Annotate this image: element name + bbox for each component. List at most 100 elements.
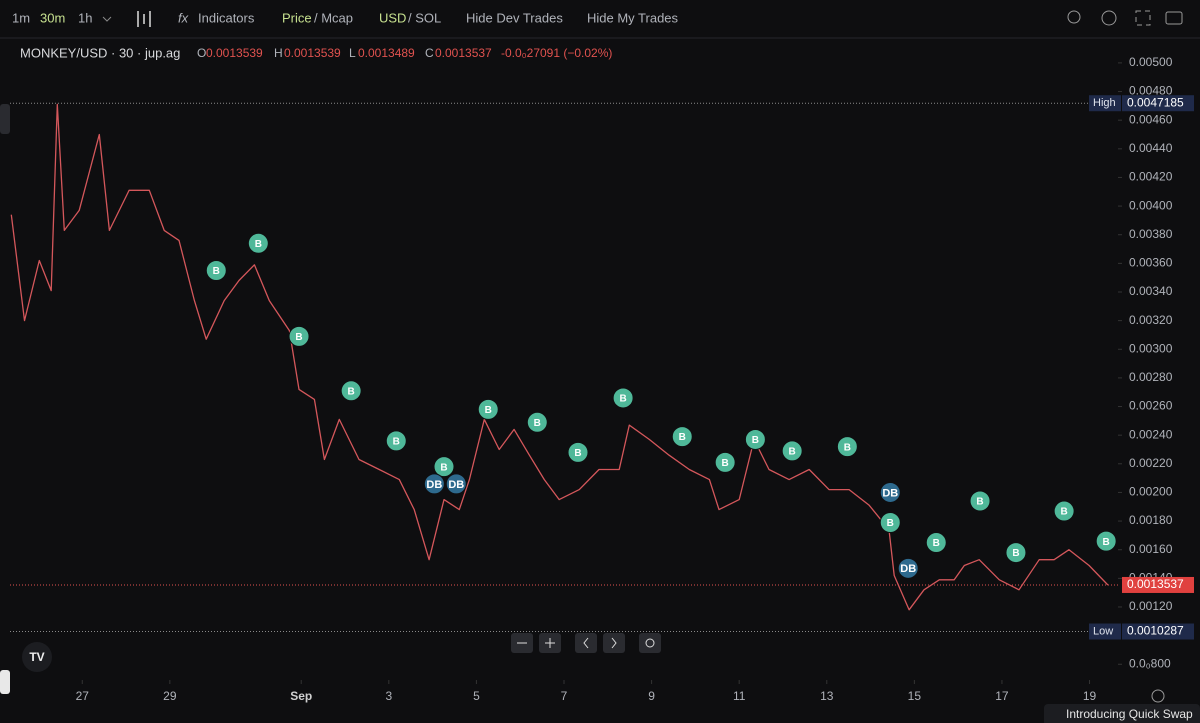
price-tag-label: High bbox=[1093, 97, 1116, 109]
price-tag-value: 0.0047185 bbox=[1127, 95, 1184, 109]
ohlc-label: C bbox=[425, 46, 434, 60]
interval-dropdown[interactable] bbox=[102, 16, 112, 22]
x-tick-label: 27 bbox=[76, 689, 90, 703]
interval-1h[interactable]: 1h bbox=[78, 10, 92, 25]
trade-marker bbox=[879, 481, 901, 503]
price-tag-label-bg bbox=[1089, 95, 1121, 112]
tradingview-logo[interactable] bbox=[22, 642, 52, 672]
trade-marker-label: B bbox=[574, 448, 581, 459]
mcap-toggle[interactable]: / Mcap bbox=[314, 10, 353, 25]
side-tab[interactable] bbox=[0, 670, 10, 694]
ohlc-value: 0.0013489 bbox=[358, 46, 415, 60]
trade-marker bbox=[744, 428, 766, 450]
trade-marker-label: B bbox=[976, 497, 983, 508]
scroll-left[interactable] bbox=[575, 633, 597, 653]
x-tick-label: Sep bbox=[290, 689, 312, 703]
y-tick-label: 0.00200 bbox=[1129, 485, 1173, 499]
chart-type-icon[interactable] bbox=[137, 11, 151, 27]
x-tick-label: 13 bbox=[820, 689, 834, 703]
y-tick-label: 0.00300 bbox=[1129, 341, 1173, 355]
trade-marker bbox=[612, 387, 634, 409]
x-tick-label: 19 bbox=[1083, 689, 1097, 703]
ohlc-label: H bbox=[274, 46, 283, 60]
reset[interactable] bbox=[639, 633, 661, 653]
y-tick-label: 0.00260 bbox=[1129, 399, 1173, 413]
trade-marker bbox=[567, 441, 589, 463]
price-tag-label: Low bbox=[1093, 625, 1113, 637]
trade-marker bbox=[477, 398, 499, 420]
y-tick-label: 0.00160 bbox=[1129, 542, 1173, 556]
quick-swap-text[interactable]: Introducing Quick Swap bbox=[1066, 707, 1193, 721]
price-tag-bg bbox=[1122, 576, 1194, 593]
settings-icon[interactable] bbox=[1101, 10, 1117, 26]
trade-marker-label: DB bbox=[426, 479, 442, 491]
trade-marker bbox=[205, 260, 227, 282]
y-tick-label: 0.00500 bbox=[1129, 55, 1173, 69]
trade-marker-label: B bbox=[485, 405, 492, 416]
ohlc-value: 0.0013537 bbox=[435, 46, 492, 60]
trade-marker bbox=[445, 473, 467, 495]
ohlc-label: L bbox=[349, 46, 356, 60]
hide-dev-trades[interactable]: Hide Dev Trades bbox=[466, 10, 563, 25]
quick-swap-banner[interactable] bbox=[1044, 704, 1200, 723]
trade-marker-label: B bbox=[348, 386, 355, 397]
trade-marker-label: B bbox=[255, 239, 262, 250]
trade-marker-label: B bbox=[752, 435, 759, 446]
zoom-controls bbox=[511, 633, 661, 653]
hide-my-trades[interactable]: Hide My Trades bbox=[587, 10, 679, 25]
side-tab[interactable] bbox=[0, 104, 10, 134]
sol-toggle[interactable]: / SOL bbox=[408, 10, 441, 25]
scroll-right[interactable] bbox=[603, 633, 625, 653]
x-tick-label: 11 bbox=[733, 689, 746, 703]
trade-marker bbox=[526, 411, 548, 433]
trade-marker bbox=[969, 490, 991, 512]
trade-marker bbox=[247, 232, 269, 254]
y-tick-label: 0.00180 bbox=[1129, 513, 1173, 527]
price-tag-label-bg bbox=[1089, 623, 1121, 640]
symbol: MONKEY/USD · 30 · jup.ag bbox=[20, 45, 180, 60]
trade-marker-label: B bbox=[440, 462, 447, 473]
trade-marker bbox=[836, 436, 858, 458]
ohlc-value: 0.0013539 bbox=[206, 46, 263, 60]
y-tick-label: 0.0₀800 bbox=[1129, 656, 1171, 670]
trade-marker bbox=[385, 430, 407, 452]
x-tick-label: 3 bbox=[385, 689, 392, 703]
trade-marker-label: B bbox=[933, 538, 940, 549]
zoom-icon[interactable] bbox=[1067, 10, 1081, 24]
y-tick-label: 0.00460 bbox=[1129, 112, 1173, 126]
trade-marker-label: B bbox=[887, 518, 894, 529]
x-tick-label: 29 bbox=[163, 689, 177, 703]
y-tick-label: 0.00420 bbox=[1129, 170, 1173, 184]
x-tick-label: 17 bbox=[995, 689, 1009, 703]
x-tick-label: 15 bbox=[908, 689, 922, 703]
trade-marker-label: DB bbox=[448, 479, 464, 491]
usd-toggle[interactable]: USD bbox=[379, 10, 406, 25]
trade-marker bbox=[1053, 500, 1075, 522]
interval-1m[interactable]: 1m bbox=[12, 10, 30, 25]
tradingview-logo[interactable]: TV bbox=[29, 650, 44, 664]
screenshot-icon[interactable] bbox=[1165, 11, 1183, 25]
trade-marker bbox=[433, 456, 455, 478]
trade-marker bbox=[781, 440, 803, 462]
y-tick-label: 0.00280 bbox=[1129, 370, 1173, 384]
x-tick-label: 9 bbox=[648, 689, 655, 703]
indicators-button[interactable]: Indicators bbox=[198, 10, 255, 25]
price-toggle[interactable]: Price bbox=[282, 10, 312, 25]
trade-marker-label: B bbox=[844, 442, 851, 453]
y-tick-label: 0.00480 bbox=[1129, 84, 1173, 98]
price-tag-value: 0.0013537 bbox=[1127, 577, 1184, 591]
y-tick-label: 0.00440 bbox=[1129, 141, 1173, 155]
fullscreen-icon[interactable] bbox=[1135, 10, 1151, 26]
y-tick-label: 0.00240 bbox=[1129, 427, 1173, 441]
interval-30m[interactable]: 30m bbox=[40, 10, 65, 25]
trade-marker bbox=[925, 532, 947, 554]
price-line bbox=[10, 103, 1109, 611]
fx-icon[interactable]: fx bbox=[178, 10, 189, 25]
trade-marker bbox=[1005, 542, 1027, 564]
trade-marker-label: B bbox=[1061, 507, 1068, 518]
ohlc-value: 0.0013539 bbox=[284, 46, 341, 60]
axis-settings[interactable] bbox=[1151, 689, 1165, 703]
y-tick-label: 0.00380 bbox=[1129, 227, 1173, 241]
